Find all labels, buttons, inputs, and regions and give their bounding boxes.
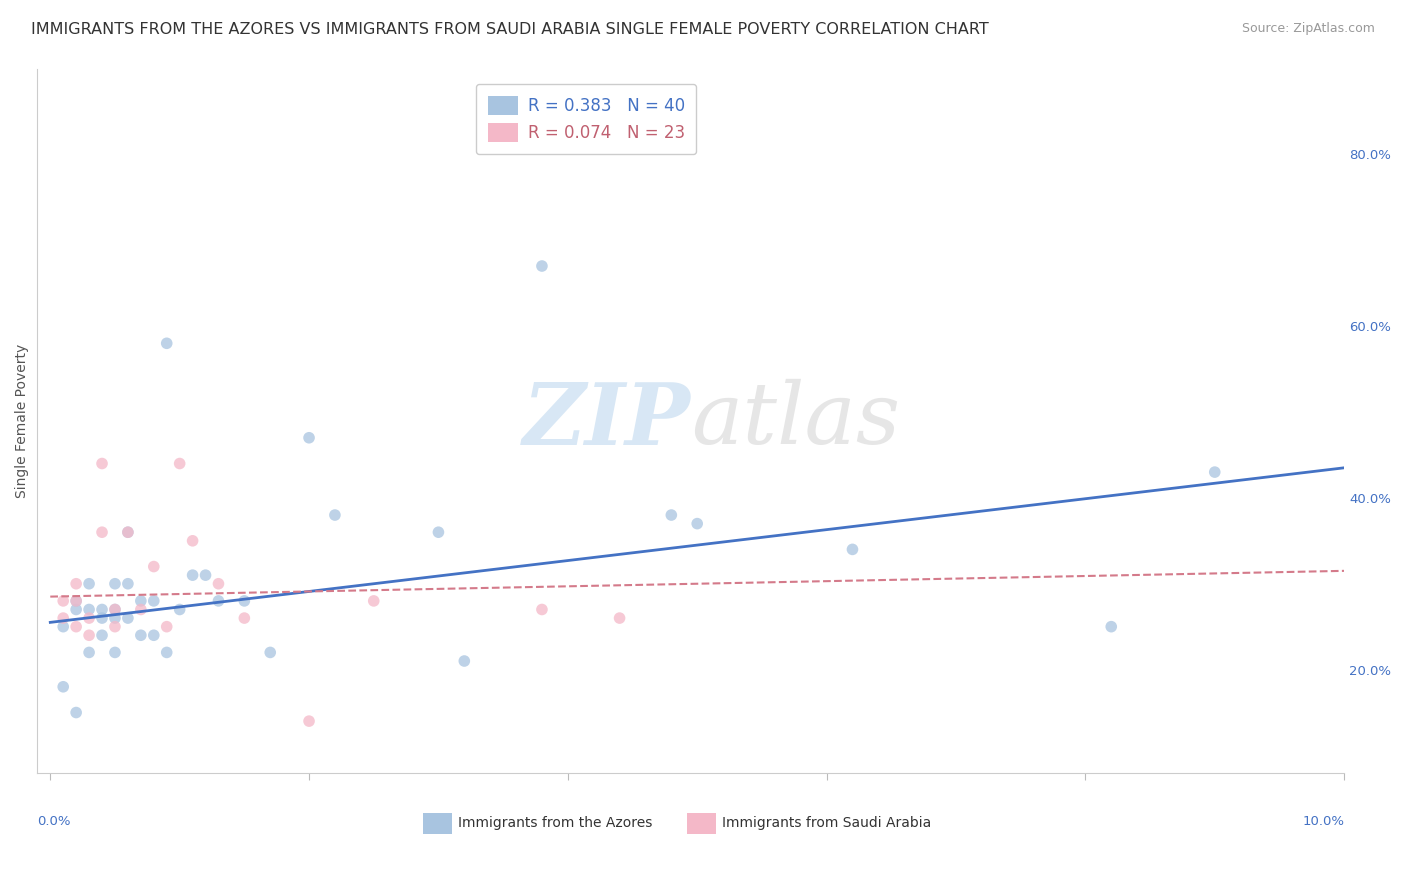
Point [156,620,179,634]
Point [194,568,217,582]
Point [427,525,450,540]
Point [129,594,152,608]
Point [77,645,100,659]
Point [52,611,75,625]
Point [77,602,100,616]
Point [77,628,100,642]
Point [104,645,127,659]
Legend: R = 0.383   N = 40, R = 0.074   N = 23: R = 0.383 N = 40, R = 0.074 N = 23 [477,84,696,154]
Point [1099,620,1122,634]
Y-axis label: Single Female Poverty: Single Female Poverty [15,343,30,498]
Point [363,594,385,608]
Text: 10.0%: 10.0% [1302,815,1344,828]
Point [530,259,553,273]
Point [117,525,139,540]
Bar [423,813,451,834]
Point [1204,465,1226,479]
Point [207,576,229,591]
Point [91,457,114,471]
Point [129,602,152,616]
Text: ZIP: ZIP [523,379,690,462]
Point [65,576,87,591]
Point [65,594,87,608]
Text: Source: ZipAtlas.com: Source: ZipAtlas.com [1241,22,1375,36]
Text: Immigrants from the Azores: Immigrants from the Azores [458,816,652,830]
Point [156,336,179,351]
Point [77,611,100,625]
Point [91,628,114,642]
Point [169,457,191,471]
Point [233,611,256,625]
Point [142,594,165,608]
Text: Immigrants from Saudi Arabia: Immigrants from Saudi Arabia [723,816,931,830]
Point [65,594,87,608]
Point [453,654,475,668]
Text: 0.0%: 0.0% [38,815,70,828]
Point [117,611,139,625]
Point [65,620,87,634]
Point [298,714,321,728]
Point [104,576,127,591]
Point [129,628,152,642]
Point [686,516,709,531]
Point [91,602,114,616]
Point [323,508,346,522]
Point [207,594,229,608]
Point [181,568,204,582]
Point [156,645,179,659]
Point [298,431,321,445]
Point [841,542,863,557]
Text: IMMIGRANTS FROM THE AZORES VS IMMIGRANTS FROM SAUDI ARABIA SINGLE FEMALE POVERTY: IMMIGRANTS FROM THE AZORES VS IMMIGRANTS… [31,22,988,37]
Point [142,628,165,642]
Point [91,525,114,540]
Point [104,602,127,616]
Point [142,559,165,574]
Point [233,594,256,608]
Text: atlas: atlas [690,379,900,462]
Point [169,602,191,616]
Point [117,525,139,540]
Point [104,620,127,634]
Bar [686,813,716,834]
Point [609,611,631,625]
Point [65,706,87,720]
Point [117,576,139,591]
Point [91,611,114,625]
Point [530,602,553,616]
Point [181,533,204,548]
Point [65,602,87,616]
Point [52,680,75,694]
Point [659,508,682,522]
Point [104,602,127,616]
Point [52,620,75,634]
Point [52,594,75,608]
Point [77,576,100,591]
Point [259,645,281,659]
Point [104,611,127,625]
